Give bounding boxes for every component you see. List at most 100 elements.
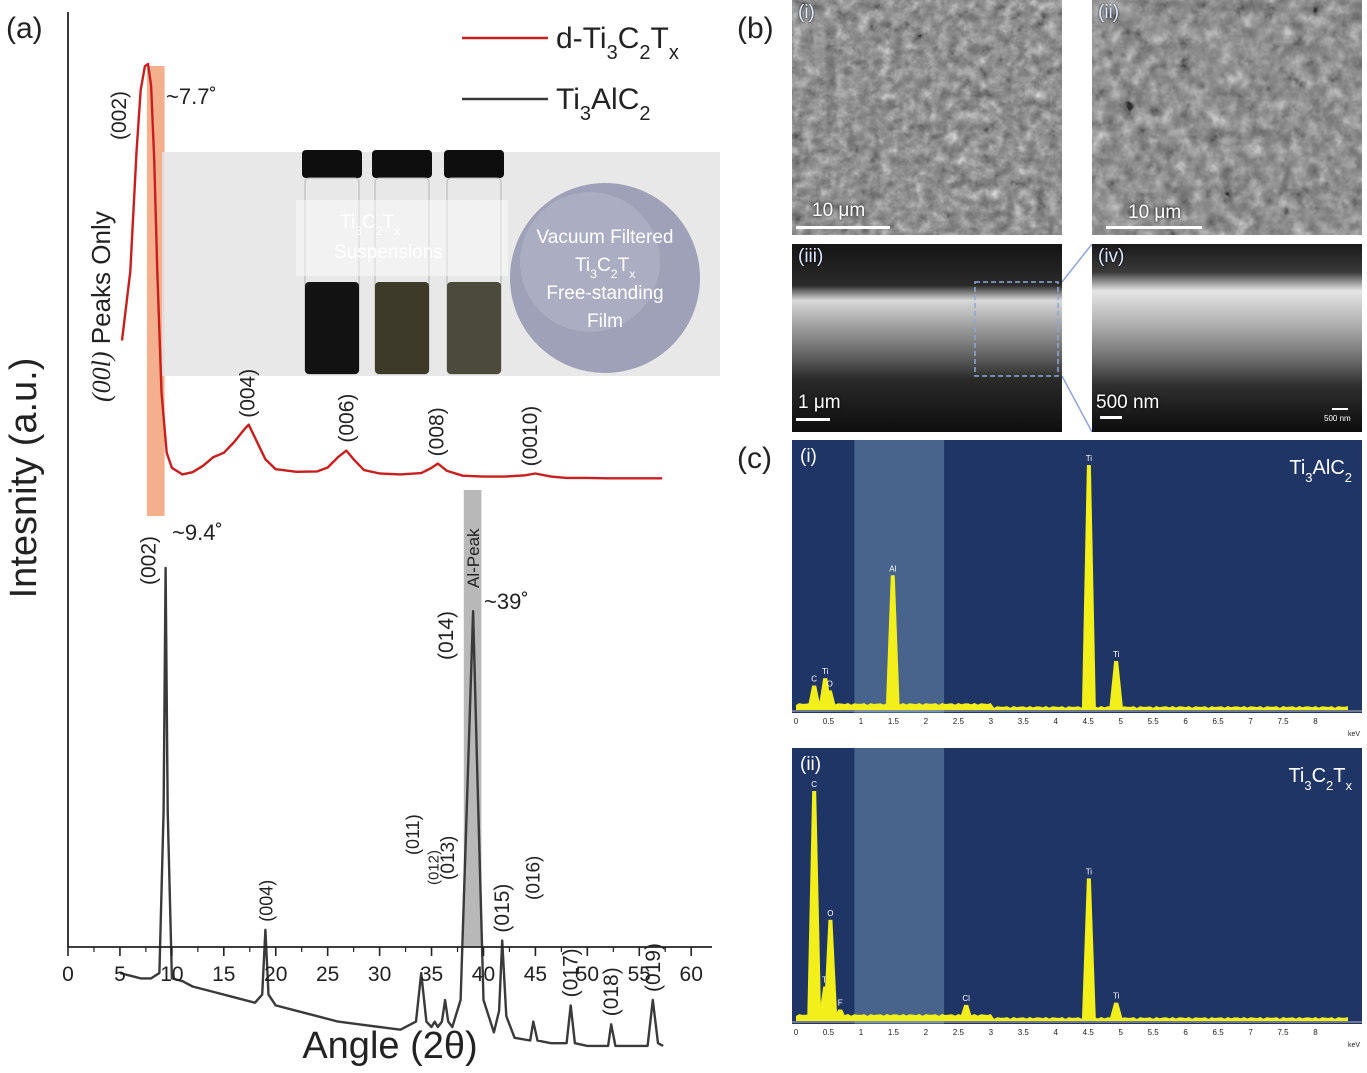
eds-peak-label-4: F: [838, 999, 843, 1008]
eds-tick-label: 7: [1248, 1028, 1253, 1037]
eds-tick-label: 6.5: [1213, 1028, 1225, 1037]
eds-highlight-band: [854, 440, 945, 713]
peak-label-red-2: (004): [237, 369, 260, 418]
sem-texture-ii: [1092, 0, 1362, 235]
eds-tick-label: 3: [989, 1028, 994, 1037]
eds-tick-label: 7.5: [1277, 717, 1289, 726]
eds-tick-label: 3: [989, 717, 994, 726]
scale-bar-iv-small: [1332, 408, 1348, 410]
x-tick-label-30: 30: [368, 963, 391, 986]
peak-label-black-4: (012): [426, 850, 443, 885]
eds-peak-label-5: Ti: [1086, 454, 1093, 463]
eds-tick-label: 5.5: [1148, 717, 1160, 726]
eds-peak-label-3: O: [827, 909, 833, 918]
eds-noise-floor: [796, 703, 1348, 710]
vial-3: [444, 150, 504, 375]
vial-1: [302, 150, 362, 375]
eds-peak-5: [959, 1004, 974, 1021]
scale-bar-i: [796, 226, 890, 229]
eds-title: Ti3C2Tx: [1288, 765, 1352, 793]
eds-tick-label: 6: [1183, 1028, 1188, 1037]
peak-label-black-2: (004): [256, 880, 276, 922]
peak-label-red-3: (006): [335, 394, 358, 443]
sem-image-iv: (iv) 500 nm 500 nm: [1092, 244, 1362, 432]
vial-liquid: [447, 282, 501, 374]
eds-peak-5: [1081, 465, 1096, 710]
annotation-39: ~39˚: [484, 589, 529, 614]
vial-cap: [372, 150, 432, 178]
eds-tick-label: 8: [1313, 1028, 1318, 1037]
sem-label-iv: (iv): [1098, 246, 1125, 267]
eds-peak-4: [833, 1009, 848, 1021]
eds-peak-6: [1109, 661, 1124, 710]
vial-liquid: [375, 282, 429, 374]
eds-title: Ti3AlC2: [1289, 457, 1352, 485]
side-label-00l-peaks: (00l) Peaks Only: [86, 211, 116, 402]
x-tick-label-45: 45: [524, 963, 547, 986]
x-tick-label-35: 35: [420, 963, 443, 986]
eds-tick-label: 2: [924, 1028, 929, 1037]
peak-label-black-3: (011): [403, 814, 423, 855]
film-label-line1: Vacuum Filtered: [537, 227, 674, 248]
eds-peak-2: [818, 678, 833, 710]
panel-label-a: (a): [6, 12, 43, 45]
x-tick-label-0: 0: [62, 963, 74, 986]
scale-bar-iii: [796, 418, 830, 421]
film-label-line4: Film: [587, 311, 623, 332]
eds-peak-label-6: Ti: [1113, 650, 1120, 659]
x-tick-label-5: 5: [114, 963, 126, 986]
eds-tick-label: 1.5: [888, 717, 900, 726]
peak-label-black-5: (013): [438, 836, 459, 880]
x-tick-label-40: 40: [472, 963, 495, 986]
zoom-connector: [1062, 244, 1092, 433]
eds-panel-label: (i): [800, 446, 817, 467]
eds-tick-label: 1: [859, 1028, 864, 1037]
eds-peak-7: [1109, 1002, 1124, 1021]
eds-noise-floor: [796, 1014, 1348, 1021]
eds-peak-4: [885, 575, 900, 710]
sem-texture-i: [792, 0, 1062, 235]
eds-tick-label: 6.5: [1213, 717, 1225, 726]
vial-liquid: [305, 282, 359, 374]
eds-tick-label: 3.5: [1018, 1028, 1030, 1037]
eds-tick-label: 8: [1313, 717, 1318, 726]
peak-label-red-4: (008): [426, 407, 449, 456]
eds-peak-3: [822, 690, 837, 710]
x-tick-label-15: 15: [212, 963, 235, 986]
peak-label-red-002: (002): [108, 91, 131, 140]
eds-unit-label: keV: [1348, 1042, 1360, 1049]
scale-text-i: 10 μm: [812, 200, 866, 221]
peak-label-black-8: (016): [523, 856, 544, 900]
eds-peak-2: [818, 986, 833, 1021]
panel-label-c: (c): [737, 442, 772, 475]
eds-tick-label: 0: [794, 1028, 799, 1037]
series-line-ti3alc2: [119, 566, 664, 1048]
eds-panel-label: (ii): [800, 754, 821, 775]
eds-tick-label: 7: [1248, 717, 1253, 726]
eds-tick-label: 5: [1118, 717, 1123, 726]
peak-label-black-6: (014): [435, 611, 458, 660]
sem-label-i: (i): [798, 2, 815, 23]
peak-label-black-9: (017): [560, 948, 583, 997]
y-axis-title: Intesnity (a.u.): [3, 358, 45, 599]
film-sheen: [520, 192, 660, 332]
eds-peak-label-7: Ti: [1113, 992, 1120, 1001]
legend-label-1: d-Ti3C2Tx: [556, 22, 679, 64]
sem-texture-iii: [792, 244, 1062, 432]
eds-peak-1: [807, 685, 822, 710]
eds-background: [792, 748, 1362, 1024]
scale-text-iii: 1 μm: [798, 392, 841, 413]
scale-bar-ii: [1106, 226, 1202, 229]
eds-tick-label: 7.5: [1277, 1028, 1289, 1037]
eds-peak-6: [1081, 878, 1096, 1021]
eds-peak-label-4: Al: [889, 564, 896, 573]
highlight-band-002: [146, 66, 165, 516]
eds-panel-i: C Ti O Al Ti Ti (i) Ti3AlC2: [792, 440, 1362, 713]
vial-cap: [302, 150, 362, 178]
eds-peak-3: [823, 919, 838, 1021]
eds-tick-label: 3.5: [1018, 717, 1030, 726]
eds-peak-label-5: Cl: [962, 994, 970, 1003]
eds-tick-label: 0: [794, 717, 799, 726]
eds-tick-label: 4: [1054, 1028, 1059, 1037]
x-tick-label-60: 60: [680, 963, 703, 986]
